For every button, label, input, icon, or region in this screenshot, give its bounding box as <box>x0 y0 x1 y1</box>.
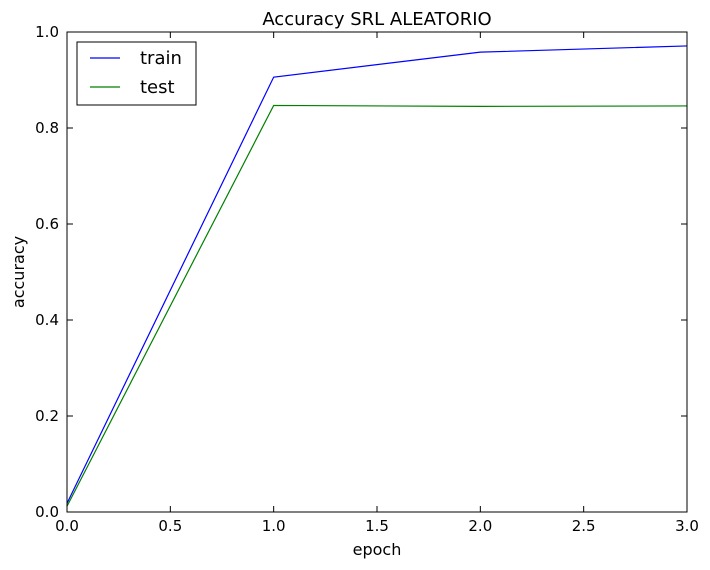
x-tick-label: 0.0 <box>55 517 79 535</box>
y-axis-label: accuracy <box>9 236 28 308</box>
plot-frame <box>66 31 688 513</box>
x-axis-label: epoch <box>353 540 402 559</box>
series-line-train <box>66 45 688 504</box>
x-tick-label: 0.5 <box>158 517 182 535</box>
series-layer <box>66 45 688 507</box>
x-tick-label: 2.5 <box>572 517 596 535</box>
y-tick-label: 0.4 <box>35 311 59 329</box>
y-tick-label: 0.2 <box>35 407 59 425</box>
legend-label-test: test <box>140 77 175 98</box>
legend-label-train: train <box>140 48 182 69</box>
legend-box <box>76 41 197 106</box>
y-tick-label: 0.8 <box>35 119 59 137</box>
x-tick-label: 1.0 <box>262 517 286 535</box>
y-tick-label: 0.0 <box>35 503 59 521</box>
legend: train test <box>76 41 197 106</box>
x-tick-label: 3.0 <box>675 517 699 535</box>
series-line-test <box>66 104 688 507</box>
y-tick-label: 1.0 <box>35 23 59 41</box>
x-tick-label: 2.0 <box>468 517 492 535</box>
y-tick-label: 0.6 <box>35 215 59 233</box>
x-tick-label: 1.5 <box>365 517 389 535</box>
ticks-layer: 0.0 0.5 1.0 1.5 2.0 2.5 3.0 0.0 0.2 0.4 0.6 0.8 1.0 <box>35 23 699 535</box>
chart-title: Accuracy SRL ALEATORIO <box>262 9 491 30</box>
